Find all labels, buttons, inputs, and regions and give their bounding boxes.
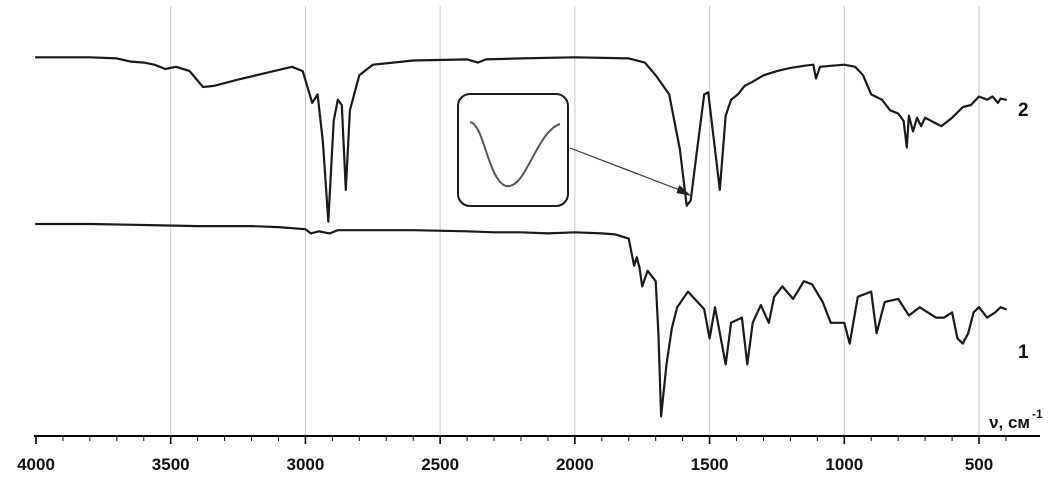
x-tick-label-4000: 4000 (17, 455, 55, 474)
x-axis-label: ν, см (989, 413, 1030, 432)
x-axis-label-superscript: -1 (1032, 407, 1043, 421)
labels: ν, см -1 2 1 (989, 100, 1043, 432)
series-label-2: 2 (1018, 100, 1029, 121)
x-tick-label-2000: 2000 (556, 455, 594, 474)
spectra (34, 56, 1007, 418)
x-tick-label-2500: 2500 (421, 455, 459, 474)
x-tick-label-1000: 1000 (825, 455, 863, 474)
x-axis: 4000 3500 3000 2500 2000 1500 1000 500 (17, 435, 1040, 474)
inset-arrow-head (676, 185, 692, 196)
x-tick-label-3000: 3000 (287, 455, 325, 474)
spectrum-line-2 (34, 56, 1007, 223)
x-tick-label-1500: 1500 (691, 455, 729, 474)
inset-arrow-line (569, 147, 688, 194)
x-tick-label-500: 500 (965, 455, 993, 474)
spectrum-line-1 (34, 222, 1007, 418)
inset-box (457, 93, 569, 207)
x-tick-label-3500: 3500 (152, 455, 190, 474)
inset-magnifier (457, 93, 692, 207)
series-label-1: 1 (1018, 342, 1029, 363)
inset-curve (469, 121, 561, 188)
